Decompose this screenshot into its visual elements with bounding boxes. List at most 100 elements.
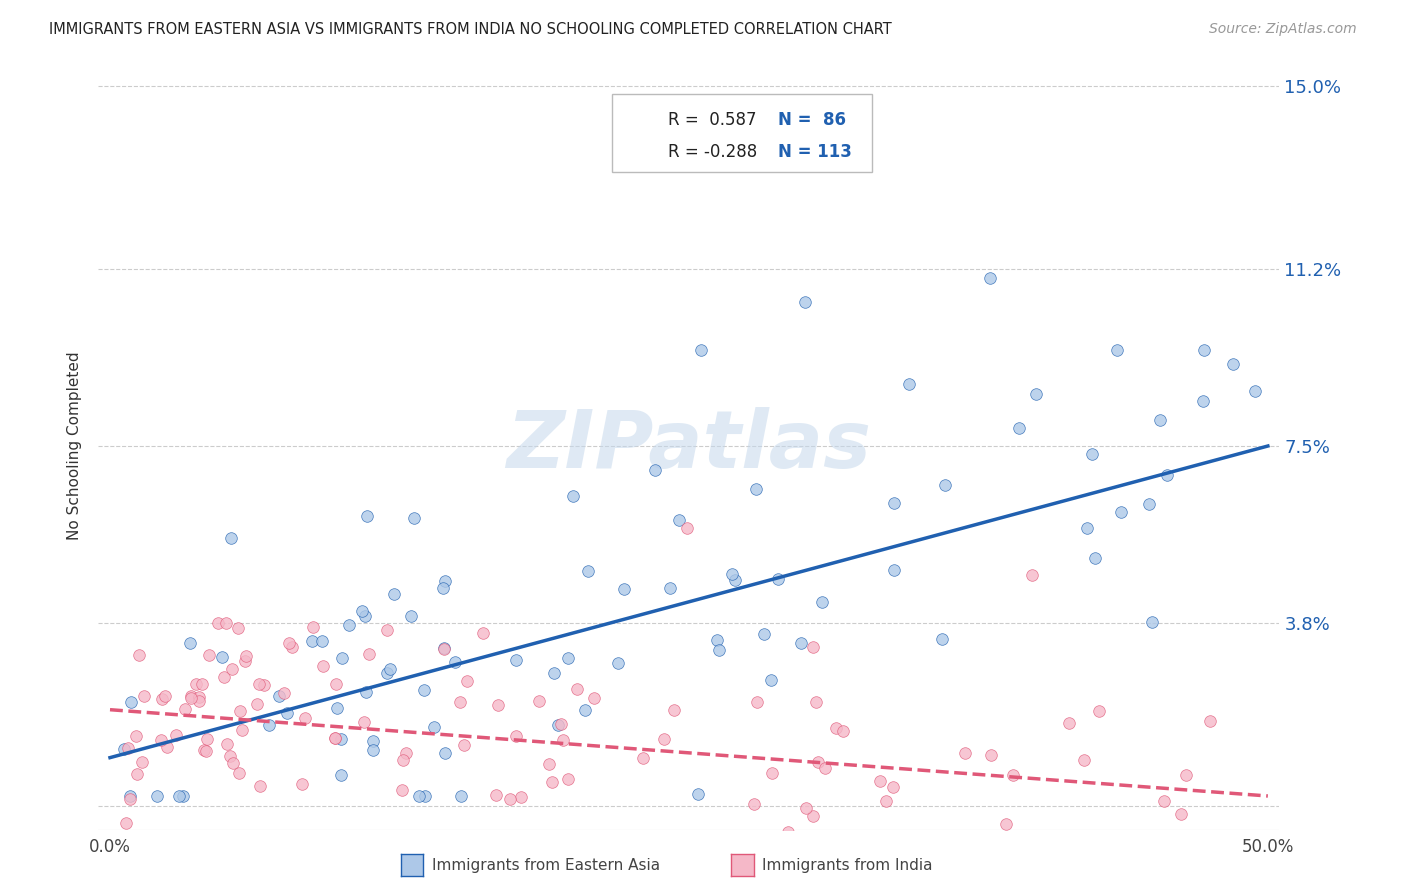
Point bbox=[1073, 753, 1095, 767]
Point bbox=[246, 697, 269, 711]
Point bbox=[980, 748, 1002, 763]
Point bbox=[883, 496, 905, 510]
Point bbox=[567, 682, 589, 697]
Point bbox=[172, 789, 194, 803]
Point bbox=[146, 789, 169, 803]
Point bbox=[576, 564, 599, 578]
Point bbox=[686, 787, 709, 801]
Point bbox=[312, 658, 335, 673]
Point bbox=[796, 801, 818, 815]
Point bbox=[1170, 807, 1192, 822]
Point bbox=[356, 508, 378, 523]
Point bbox=[179, 636, 201, 650]
Point bbox=[112, 742, 135, 756]
Point bbox=[875, 837, 897, 851]
Point bbox=[233, 655, 256, 669]
Point bbox=[537, 756, 560, 771]
Point bbox=[155, 689, 177, 703]
Point bbox=[404, 511, 426, 525]
Point bbox=[156, 739, 179, 754]
Point bbox=[505, 729, 527, 743]
Point bbox=[219, 748, 242, 763]
Point bbox=[353, 608, 375, 623]
Text: ZIPatlas: ZIPatlas bbox=[506, 407, 872, 485]
Point bbox=[807, 755, 830, 769]
Text: N =  86: N = 86 bbox=[778, 112, 845, 129]
Point bbox=[188, 693, 211, 707]
Text: N = 113: N = 113 bbox=[778, 143, 852, 161]
Point bbox=[180, 690, 202, 705]
Point bbox=[195, 744, 218, 758]
Point bbox=[897, 376, 920, 391]
Point bbox=[229, 704, 252, 718]
Point bbox=[434, 747, 457, 761]
Point bbox=[953, 746, 976, 760]
Point bbox=[238, 837, 260, 851]
Point bbox=[150, 691, 173, 706]
Point bbox=[174, 701, 197, 715]
Point bbox=[1244, 384, 1267, 398]
Point bbox=[433, 642, 456, 657]
Point bbox=[1137, 497, 1160, 511]
Point bbox=[723, 573, 745, 587]
Point bbox=[115, 816, 138, 830]
Point bbox=[132, 689, 155, 703]
Point bbox=[128, 648, 150, 662]
Point bbox=[222, 756, 245, 771]
Point bbox=[221, 662, 243, 676]
Point bbox=[1080, 447, 1102, 461]
Point bbox=[228, 765, 250, 780]
Point bbox=[280, 640, 302, 654]
Point bbox=[453, 739, 475, 753]
Point bbox=[361, 742, 384, 756]
Point bbox=[257, 717, 280, 731]
Point bbox=[541, 774, 564, 789]
Point bbox=[337, 617, 360, 632]
Point bbox=[709, 643, 731, 657]
Point bbox=[550, 717, 572, 731]
Point bbox=[652, 731, 675, 746]
Point bbox=[273, 686, 295, 700]
Point bbox=[413, 682, 436, 697]
Point bbox=[124, 729, 146, 743]
Text: Source: ZipAtlas.com: Source: ZipAtlas.com bbox=[1209, 22, 1357, 37]
Point bbox=[294, 711, 316, 725]
Point bbox=[811, 595, 834, 609]
Point bbox=[325, 677, 347, 691]
Point bbox=[212, 670, 235, 684]
Point bbox=[1111, 505, 1133, 519]
Point bbox=[733, 832, 755, 847]
Point bbox=[875, 793, 897, 807]
Point bbox=[472, 625, 495, 640]
Point bbox=[395, 746, 418, 760]
Point bbox=[444, 655, 467, 669]
Point bbox=[1088, 704, 1111, 718]
Point bbox=[689, 343, 711, 357]
Point bbox=[422, 720, 444, 734]
Text: IMMIGRANTS FROM EASTERN ASIA VS IMMIGRANTS FROM INDIA NO SCHOOLING COMPLETED COR: IMMIGRANTS FROM EASTERN ASIA VS IMMIGRAN… bbox=[49, 22, 891, 37]
Y-axis label: No Schooling Completed: No Schooling Completed bbox=[67, 351, 83, 541]
Point bbox=[413, 789, 436, 803]
Point bbox=[207, 616, 229, 631]
Point bbox=[354, 685, 377, 699]
Point bbox=[662, 703, 685, 717]
Point bbox=[382, 587, 405, 601]
Point bbox=[325, 731, 347, 745]
Point bbox=[214, 616, 236, 631]
Point bbox=[429, 837, 451, 851]
Point bbox=[361, 733, 384, 747]
Point bbox=[1107, 343, 1129, 357]
Point bbox=[761, 673, 783, 688]
Point bbox=[326, 701, 349, 715]
Point bbox=[790, 636, 813, 650]
Point bbox=[118, 789, 141, 803]
Point bbox=[235, 649, 257, 664]
Point bbox=[801, 809, 824, 823]
Text: Immigrants from India: Immigrants from India bbox=[762, 858, 932, 872]
Point bbox=[302, 619, 325, 633]
Point bbox=[330, 768, 353, 782]
Point bbox=[187, 690, 209, 705]
Point bbox=[357, 648, 380, 662]
Point bbox=[1198, 714, 1220, 728]
Point bbox=[117, 740, 139, 755]
